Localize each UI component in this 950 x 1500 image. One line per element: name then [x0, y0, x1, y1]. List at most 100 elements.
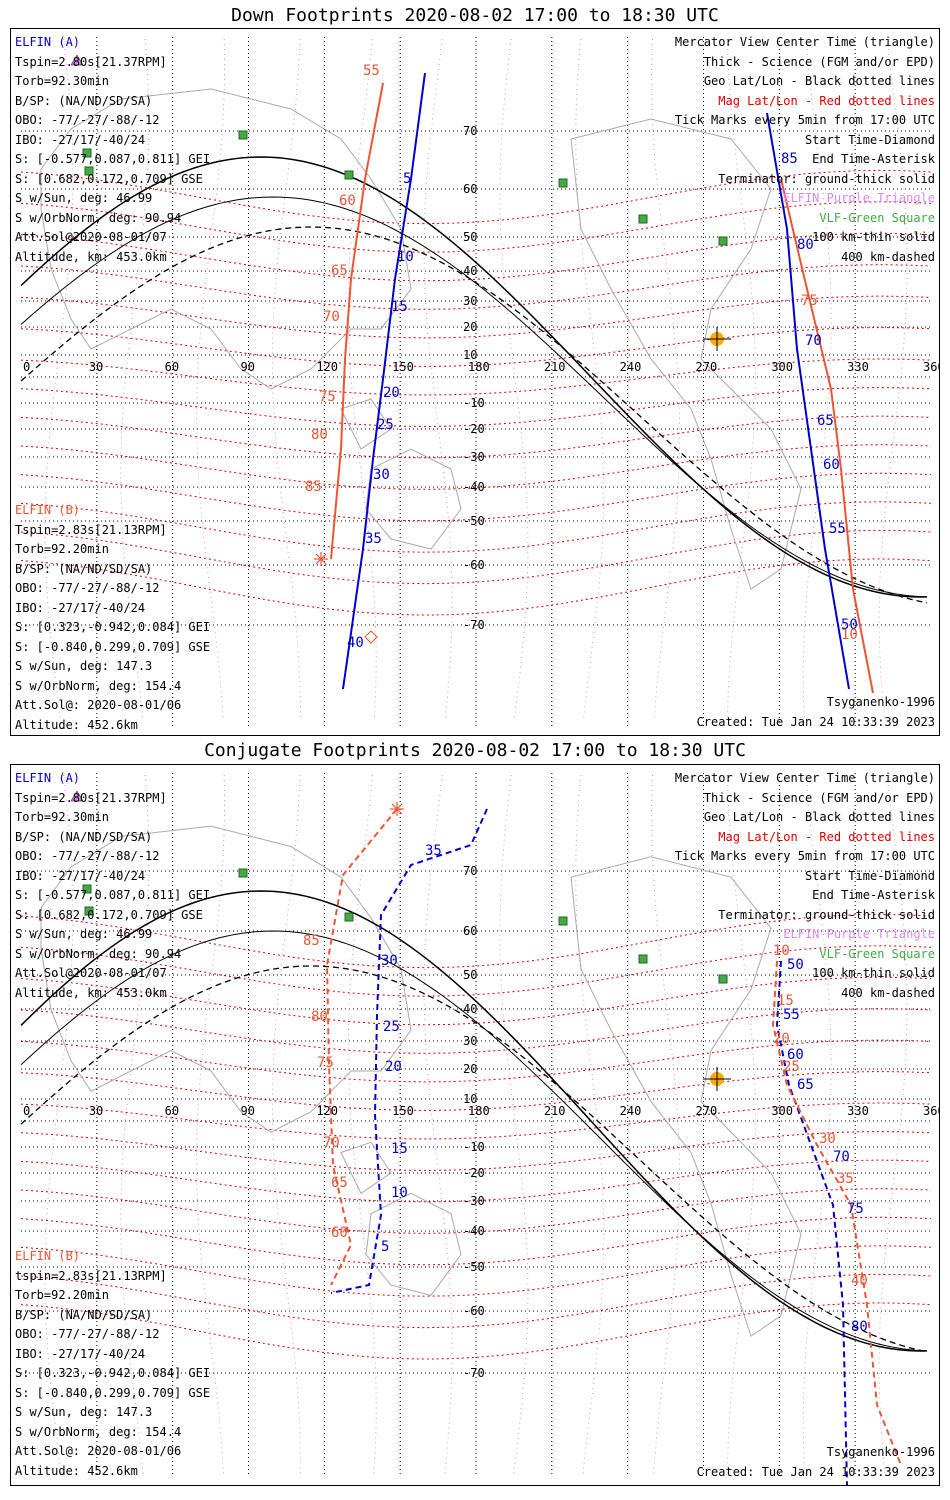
info-line: Att.Sol@: 2020-08-01/06	[15, 1444, 182, 1458]
info-line: S w/Sun, deg: 46.99	[15, 191, 153, 205]
latitude-label: -10	[463, 1140, 485, 1154]
track-tick-label: 10	[391, 1185, 408, 1201]
longitude-label: 150	[392, 360, 414, 374]
legend-item: Tick Marks every 5min from 17:00 UTC	[674, 849, 935, 863]
latitude-label: -70	[463, 1366, 485, 1380]
track-tick-label: 40	[347, 635, 364, 651]
mag-meridian	[44, 774, 74, 1476]
longitude-label: 360	[923, 360, 939, 374]
info-line: B/SP: (NA/ND/SD/SA)	[15, 561, 153, 576]
legend-item: Tick Marks every 5min from 17:00 UTC	[674, 113, 935, 127]
latitude-label: -20	[463, 422, 485, 436]
track-tick-label: 75	[319, 389, 336, 405]
latitude-label: -70	[463, 618, 485, 632]
elfin-b-track	[325, 808, 398, 1286]
legend-item: Mercator View Center Time (triangle)	[674, 35, 935, 49]
track-tick-label: 60	[331, 1225, 348, 1241]
legend-item: ELFIN Purple Triangle	[783, 191, 935, 205]
mag-meridian	[499, 38, 529, 720]
info-line: S: [0.682,0.172,0.709] GSE	[15, 171, 203, 186]
coastline	[40, 88, 412, 390]
latitude-label: 40	[463, 1002, 477, 1016]
longitude-label: 270	[696, 1104, 718, 1118]
track-tick-label: 75	[801, 293, 818, 309]
latitude-label: -40	[463, 1224, 485, 1238]
info-line: S: [0.323,-0.942,0.084] GEI	[15, 620, 211, 634]
track-tick-label: 30	[373, 467, 390, 483]
track-tick-label: 35	[425, 843, 442, 859]
elfin-b-info: ELFIN (B) tspin=2.83s[21.13RPM] Torb=92.2…	[15, 1247, 210, 1478]
info-line: S: [-0.840,0.299,0.709] GSE	[15, 1385, 211, 1400]
mag-meridian	[423, 38, 453, 720]
longitude-label: 30	[89, 360, 103, 374]
mag-meridian	[726, 774, 756, 1476]
grid-labels: 0 30 60 90 120 150 180 210 240 270 300 330 360 70 60 50…	[23, 843, 939, 1380]
geo-grid	[21, 773, 931, 1477]
geo-grid	[21, 37, 931, 727]
longitude-label: 270	[696, 360, 718, 374]
track-tick-label: 10	[773, 943, 790, 959]
track-tick-label: 80	[851, 1319, 868, 1335]
legend-item: 100 km-thin solid	[812, 230, 935, 244]
legend-item: Mag Lat/Lon - Red dotted lines	[718, 93, 935, 108]
longitude-label: 180	[468, 360, 490, 374]
legend-item: Start Time-Diamond	[804, 132, 935, 147]
footer-right: Tsyganenko-1996 Created: Tue Jan 24 10:3…	[697, 693, 935, 732]
mag-parallel	[20, 913, 932, 969]
vlf-station-marker	[558, 916, 568, 926]
track-tick-label: 85	[781, 151, 798, 167]
mag-meridian	[575, 774, 605, 1476]
mag-meridian	[271, 38, 301, 720]
latitude-label: -30	[463, 1194, 485, 1208]
track-tick-label: 85	[303, 933, 320, 949]
track-tick-label: 55	[783, 1007, 800, 1023]
elfin-b-track-east	[780, 178, 874, 694]
latitude-label: 10	[463, 1092, 477, 1106]
info-line: S w/OrbNorm, deg: 154.4	[15, 1424, 182, 1439]
elfin-a-info: ELFIN (A) Tspin=2.80s[21.37RPM] Torb=92.3…	[15, 769, 210, 1000]
longitude-label: 330	[847, 360, 869, 374]
legend-item: Mag Lat/Lon - Red dotted lines	[718, 829, 935, 844]
track-tick-label: 60	[823, 457, 840, 473]
info-line: Altitude, km: 453.0km	[15, 249, 167, 264]
longitude-label: 300	[771, 1104, 793, 1118]
latitude-label: 60	[463, 924, 477, 938]
latitude-label: -30	[463, 450, 485, 464]
track-tick-label: 5	[381, 1239, 389, 1255]
track-tick-label: 10	[841, 627, 858, 643]
latitude-label: -20	[463, 1166, 485, 1180]
vlf-station-marker	[344, 912, 354, 922]
longitude-label: 60	[165, 360, 179, 374]
info-line: B/SP: (NA/ND/SD/SA)	[15, 93, 153, 108]
info-line: S w/Sun, deg: 46.99	[15, 927, 153, 941]
track-tick-label: 15	[777, 993, 794, 1009]
elfin-b-track-east	[771, 960, 902, 1466]
track-tick-label: 5	[403, 171, 411, 187]
vlf-station-marker	[82, 148, 92, 158]
longitude-label: 90	[241, 360, 255, 374]
latitude-label: -50	[463, 514, 485, 528]
track-tick-label: 40	[851, 1273, 868, 1289]
terminator-ground	[20, 156, 928, 598]
legend-item: Thick - Science (FGM and/or EPD)	[703, 790, 935, 805]
info-line: S w/OrbNorm, deg: 90.94	[15, 946, 182, 961]
mag-parallel	[20, 558, 932, 616]
end-asterisk-icon	[391, 803, 403, 815]
longitude-label: 210	[544, 1104, 566, 1118]
elfin-triangle-icon	[70, 790, 84, 802]
satellite-tracks	[330, 72, 874, 694]
latitude-label: 60	[463, 182, 477, 196]
model-name: Tsyganenko-1996	[826, 1445, 935, 1459]
coastlines	[40, 88, 802, 590]
legend-item: Geo Lat/Lon - Black dotted lines	[703, 74, 935, 88]
legend-item: Thick - Science (FGM and/or EPD)	[703, 54, 935, 69]
latitude-label: 50	[463, 968, 477, 982]
satellite-tracks	[325, 808, 902, 1485]
legend-item: Mercator View Center Time (triangle)	[674, 771, 935, 785]
info-line: B/SP: (NA/ND/SD/SA)	[15, 1307, 153, 1322]
track-tick-label: 65	[797, 1077, 814, 1093]
info-line: Torb=92.20min	[15, 1288, 109, 1302]
elfin-b-info: ELFIN (B) Tspin=2.83s[21.13RPM] Torb=92.2…	[15, 501, 210, 732]
track-tick-label: 70	[323, 1135, 340, 1151]
track-tick-label: 30	[819, 1131, 836, 1147]
